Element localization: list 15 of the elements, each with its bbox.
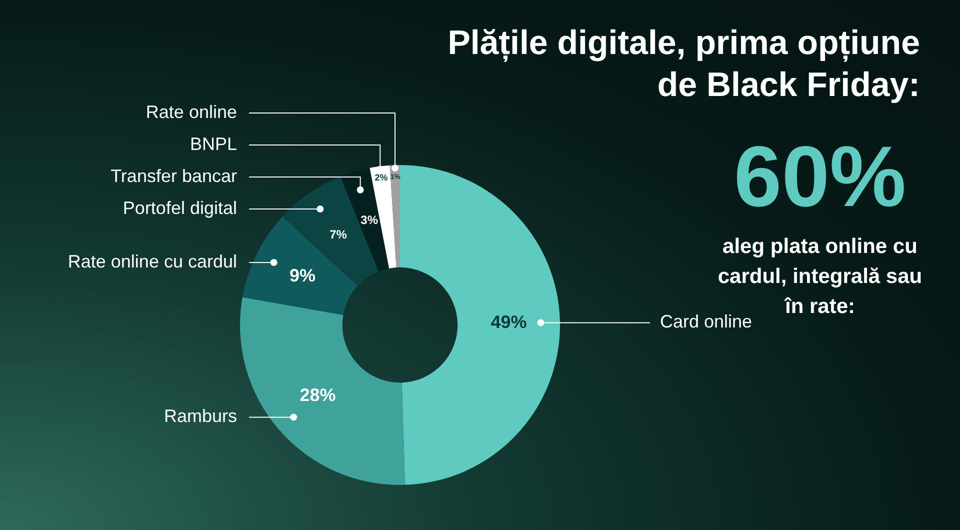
data-label: 49% xyxy=(490,312,527,332)
data-label: 3% xyxy=(360,212,378,227)
data-label: 7% xyxy=(330,228,348,242)
slice-label: Rate online cu cardul xyxy=(68,251,237,272)
data-label: 28% xyxy=(300,385,336,406)
chart-title: Plățile digitale, prima opțiune de Black Friday: xyxy=(446,23,920,106)
slice-label: Ramburs xyxy=(164,406,237,426)
slice-label: Rate online xyxy=(146,102,237,122)
slice-label: Card online xyxy=(660,312,752,332)
slice-label: BNPL xyxy=(190,134,237,154)
slice-label: Transfer bancar xyxy=(110,166,237,186)
text: 60% xyxy=(732,128,908,227)
data-label: 9% xyxy=(290,266,316,286)
slice-label: Portofel digital xyxy=(122,198,237,218)
data-label: 2% xyxy=(374,172,388,183)
